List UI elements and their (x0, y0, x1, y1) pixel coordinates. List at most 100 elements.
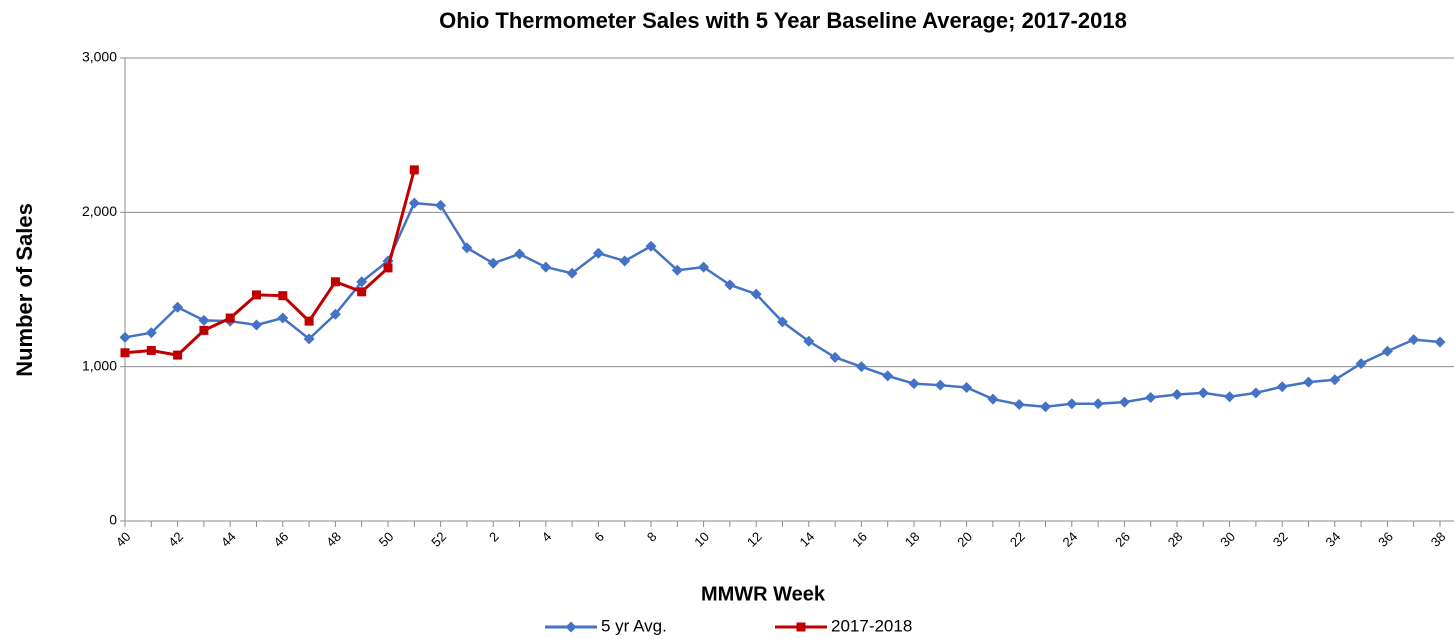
series-marker (1381, 345, 1393, 357)
x-tick-label: 22 (1007, 529, 1028, 550)
x-tick-label: 4 (539, 529, 555, 545)
y-tick-label: 1,000 (82, 357, 117, 373)
x-tick-label: 40 (113, 529, 134, 550)
x-tick-label: 46 (271, 529, 292, 550)
series-marker (1276, 381, 1288, 393)
series-marker (698, 261, 710, 273)
x-tick-label: 38 (1428, 529, 1449, 550)
x-tick-label: 6 (591, 529, 607, 545)
x-tick-label: 28 (1165, 529, 1186, 550)
series-marker (408, 197, 420, 209)
series-marker (304, 316, 314, 326)
y-tick-label: 2,000 (82, 203, 117, 219)
series-marker (329, 308, 341, 320)
series-marker (1408, 334, 1420, 346)
series-marker (540, 261, 552, 273)
series-marker (487, 257, 499, 269)
series-marker (1145, 392, 1157, 404)
series-marker (1092, 398, 1104, 410)
series-marker (409, 165, 419, 175)
series-marker (1250, 387, 1262, 399)
series-marker (356, 276, 368, 288)
series-marker (908, 378, 920, 390)
series-marker (251, 319, 262, 331)
series-marker (514, 248, 525, 260)
series-marker (225, 313, 235, 323)
series-marker (1118, 396, 1130, 408)
x-tick-label: 32 (1270, 529, 1291, 550)
series-marker (252, 290, 261, 300)
x-tick-label: 10 (691, 529, 712, 550)
series-marker (303, 333, 315, 345)
series-marker (855, 361, 867, 373)
series-marker (961, 382, 973, 394)
x-tick-label: 18 (902, 529, 923, 550)
series-marker (619, 255, 631, 267)
x-tick-label: 44 (218, 529, 239, 550)
x-tick-label: 8 (644, 529, 660, 545)
series-marker (277, 312, 289, 324)
series-marker (1329, 374, 1341, 386)
y-tick-label: 0 (109, 512, 117, 528)
series-marker (1171, 388, 1183, 400)
series-marker (1066, 398, 1078, 410)
series-marker (934, 379, 946, 391)
series-marker (829, 351, 841, 363)
x-tick-label: 36 (1375, 529, 1396, 550)
series-marker (1197, 387, 1209, 399)
x-tick-label: 48 (323, 529, 344, 550)
series-marker (435, 199, 447, 211)
series-marker (198, 314, 210, 326)
series-marker (750, 288, 762, 300)
series-marker (1303, 376, 1314, 388)
series-marker (671, 264, 683, 276)
chart-title: Ohio Thermometer Sales with 5 Year Basel… (439, 8, 1127, 33)
series-marker (383, 263, 393, 273)
series-marker (645, 240, 657, 252)
series-marker (1355, 358, 1367, 370)
x-tick-label: 42 (165, 529, 186, 550)
legend-label: 5 yr Avg. (601, 616, 667, 635)
x-tick-label: 52 (428, 529, 449, 550)
series-line (124, 201, 1441, 409)
series-marker (777, 316, 788, 328)
x-tick-label: 34 (1323, 529, 1344, 550)
series-marker (461, 242, 473, 254)
x-tick-label: 50 (376, 529, 397, 550)
x-tick-label: 24 (1060, 529, 1081, 550)
series-marker (1224, 391, 1236, 403)
series-marker (119, 331, 131, 343)
x-tick-label: 26 (1112, 529, 1133, 550)
x-tick-label: 20 (954, 529, 975, 550)
series-marker (199, 325, 209, 335)
series-marker (566, 267, 578, 279)
series-marker (330, 277, 340, 287)
legend-label: 2017-2018 (831, 616, 912, 635)
series-marker (1040, 401, 1051, 413)
series-marker (803, 335, 815, 347)
series-marker (278, 291, 288, 301)
x-axis-title: MMWR Week (701, 583, 826, 605)
series-marker (120, 348, 130, 358)
series-marker (145, 327, 157, 339)
y-axis-title: Number of Sales (12, 203, 37, 377)
series-marker (146, 345, 156, 355)
x-tick-label: 16 (849, 529, 870, 550)
series-marker (1013, 398, 1025, 410)
series-marker (1434, 336, 1446, 348)
x-tick-label: 2 (486, 529, 502, 545)
legend-marker (796, 622, 806, 632)
x-tick-label: 14 (797, 529, 818, 550)
series-line (124, 169, 416, 357)
y-tick-label: 3,000 (82, 49, 117, 65)
series-marker (592, 247, 604, 259)
x-tick-label: 30 (1217, 529, 1238, 550)
series-marker (987, 393, 999, 405)
series-marker (172, 301, 184, 313)
x-tick-label: 12 (744, 529, 765, 550)
legend-marker (565, 621, 577, 633)
series-marker (173, 350, 183, 360)
series-marker (724, 279, 736, 291)
series-marker (882, 370, 894, 382)
